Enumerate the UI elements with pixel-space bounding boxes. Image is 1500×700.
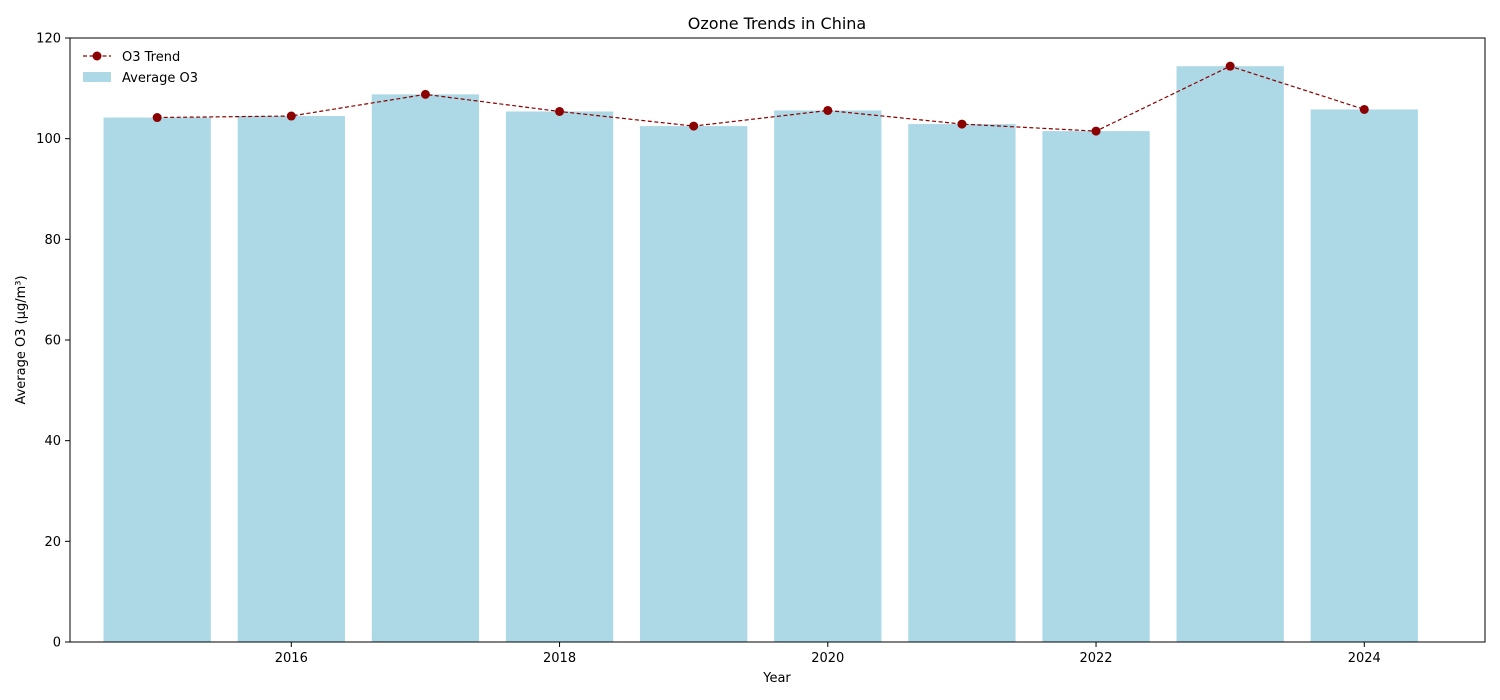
trend-point-2024 xyxy=(1360,105,1369,114)
y-tick-label-20: 20 xyxy=(44,535,61,550)
legend: O3 Trend Average O3 xyxy=(83,50,198,86)
y-tick-label-60: 60 xyxy=(44,334,61,349)
trend-point-2021 xyxy=(957,120,966,129)
y-tick-label-100: 100 xyxy=(36,132,61,147)
trend-point-2023 xyxy=(1226,62,1235,71)
x-axis-label: Year xyxy=(762,671,791,686)
bar-2024 xyxy=(1311,109,1418,642)
legend-trend-marker-swatch xyxy=(93,52,102,61)
legend-bar-swatch xyxy=(83,72,111,82)
bar-2021 xyxy=(908,124,1015,642)
trend-point-2018 xyxy=(555,107,564,116)
x-tick-label-2016: 2016 xyxy=(275,651,308,666)
y-tick-label-40: 40 xyxy=(44,434,61,449)
y-tick-label-120: 120 xyxy=(36,32,61,47)
trend-point-2016 xyxy=(287,112,296,121)
trend-point-2017 xyxy=(421,90,430,99)
trend-point-2022 xyxy=(1092,127,1101,136)
bar-2020 xyxy=(774,110,881,642)
chart-title: Ozone Trends in China xyxy=(688,14,866,33)
trend-point-2015 xyxy=(153,113,162,122)
x-axis-ticks: 2016 2018 2020 2022 2024 xyxy=(275,642,1381,666)
bar-2023 xyxy=(1177,66,1284,642)
y-axis-label: Average O3 (µg/m³) xyxy=(14,275,29,404)
y-tick-label-0: 0 xyxy=(53,636,61,651)
bars-layer xyxy=(104,66,1418,642)
y-tick-label-80: 80 xyxy=(44,233,61,248)
legend-bar-label: Average O3 xyxy=(122,71,198,86)
bar-2018 xyxy=(506,111,613,642)
x-tick-label-2022: 2022 xyxy=(1079,651,1112,666)
x-tick-label-2020: 2020 xyxy=(811,651,844,666)
x-tick-label-2024: 2024 xyxy=(1348,651,1381,666)
bar-2019 xyxy=(640,126,747,642)
bar-2016 xyxy=(238,116,345,642)
bar-2015 xyxy=(104,118,211,642)
trend-point-2020 xyxy=(823,106,832,115)
legend-trend-label: O3 Trend xyxy=(122,50,180,65)
y-axis-ticks: 0 20 40 60 80 100 120 xyxy=(36,32,70,651)
bar-2017 xyxy=(372,94,479,642)
x-tick-label-2018: 2018 xyxy=(543,651,576,666)
bar-2022 xyxy=(1042,131,1149,642)
trend-point-2019 xyxy=(689,122,698,131)
